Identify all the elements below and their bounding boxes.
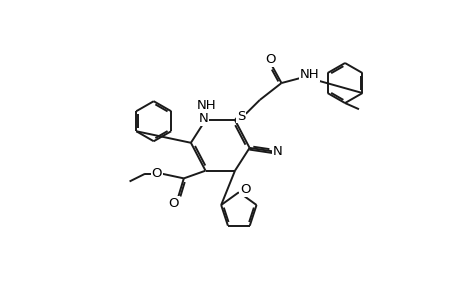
Text: NH: NH bbox=[299, 68, 319, 81]
Text: H: H bbox=[198, 107, 207, 120]
Text: N: N bbox=[273, 145, 282, 158]
Text: NH: NH bbox=[196, 99, 216, 112]
Text: S: S bbox=[236, 110, 245, 123]
Text: O: O bbox=[239, 183, 250, 196]
Text: O: O bbox=[151, 167, 162, 180]
Text: O: O bbox=[168, 197, 179, 210]
Text: N: N bbox=[198, 112, 207, 125]
Text: O: O bbox=[265, 53, 275, 66]
